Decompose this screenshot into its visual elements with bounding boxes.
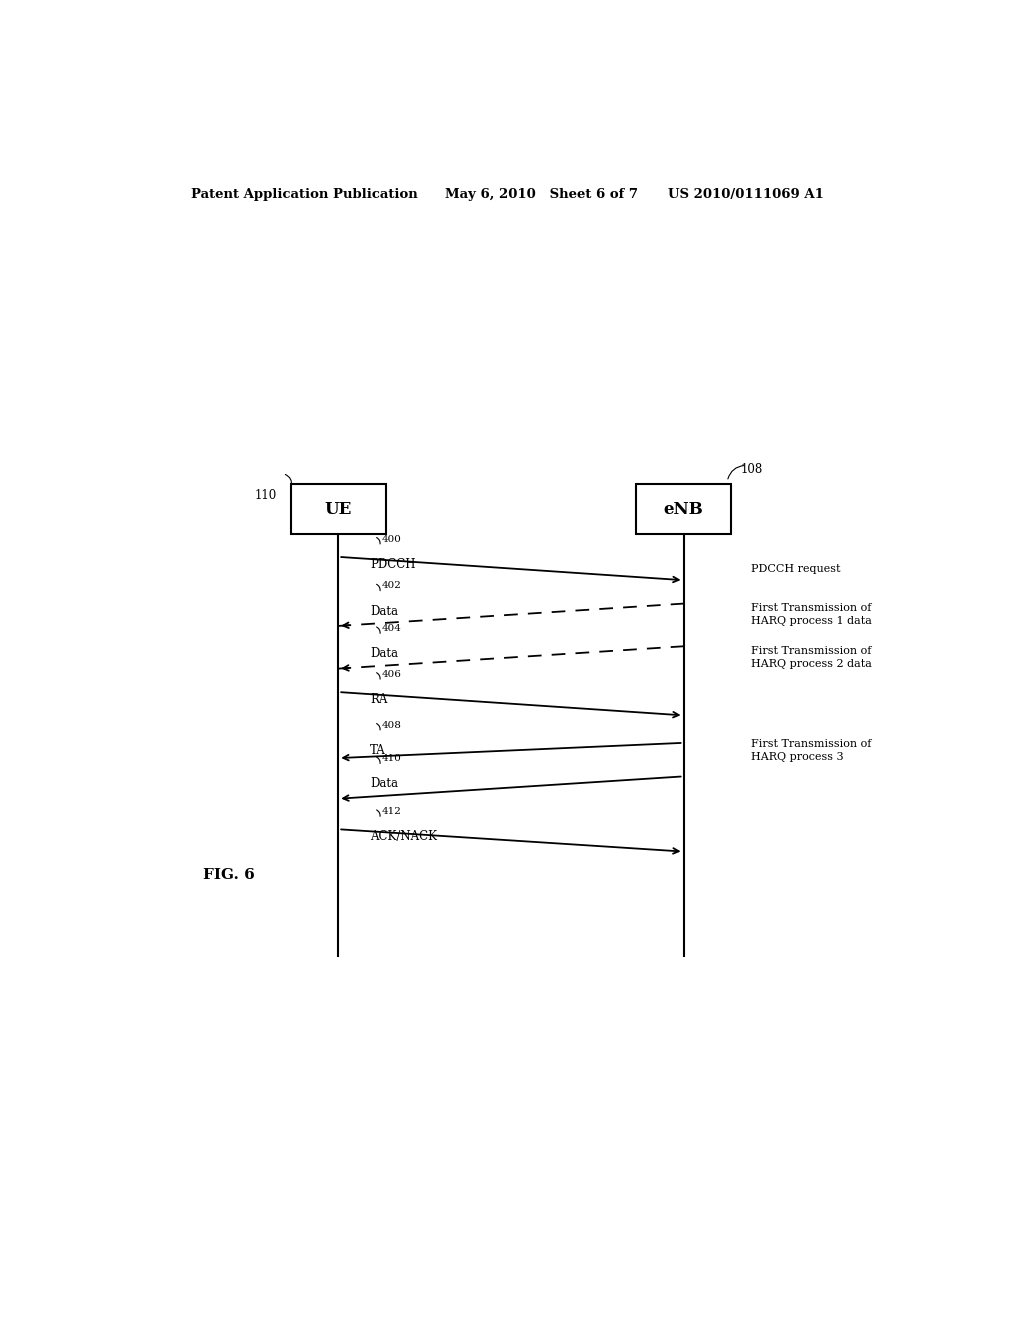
Text: eNB: eNB xyxy=(664,500,703,517)
Text: RA: RA xyxy=(370,693,387,706)
Text: UE: UE xyxy=(325,500,352,517)
Text: PDCCH: PDCCH xyxy=(370,558,416,570)
Text: 406: 406 xyxy=(382,669,401,678)
Text: 402: 402 xyxy=(382,581,401,590)
Text: FIG. 6: FIG. 6 xyxy=(204,869,255,882)
Bar xyxy=(291,483,386,535)
Text: First Transmission of
HARQ process 1 data: First Transmission of HARQ process 1 dat… xyxy=(751,603,871,627)
Text: May 6, 2010   Sheet 6 of 7: May 6, 2010 Sheet 6 of 7 xyxy=(445,189,638,202)
Text: 110: 110 xyxy=(255,488,278,502)
Text: 404: 404 xyxy=(382,624,401,634)
Text: PDCCH request: PDCCH request xyxy=(751,564,841,573)
Text: 400: 400 xyxy=(382,535,401,544)
Text: US 2010/0111069 A1: US 2010/0111069 A1 xyxy=(668,189,823,202)
Text: 408: 408 xyxy=(382,721,401,730)
Text: ACK/NACK: ACK/NACK xyxy=(370,830,437,843)
Text: Data: Data xyxy=(370,777,398,791)
Text: Data: Data xyxy=(370,605,398,618)
Text: 108: 108 xyxy=(740,463,763,477)
Text: Data: Data xyxy=(370,647,398,660)
Text: First Transmission of
HARQ process 2 data: First Transmission of HARQ process 2 dat… xyxy=(751,645,871,669)
Text: First Transmission of
HARQ process 3: First Transmission of HARQ process 3 xyxy=(751,739,871,762)
Text: 412: 412 xyxy=(382,807,401,816)
Text: Patent Application Publication: Patent Application Publication xyxy=(191,189,418,202)
Text: 410: 410 xyxy=(382,754,401,763)
Bar xyxy=(636,483,731,535)
Text: TA: TA xyxy=(370,744,386,756)
